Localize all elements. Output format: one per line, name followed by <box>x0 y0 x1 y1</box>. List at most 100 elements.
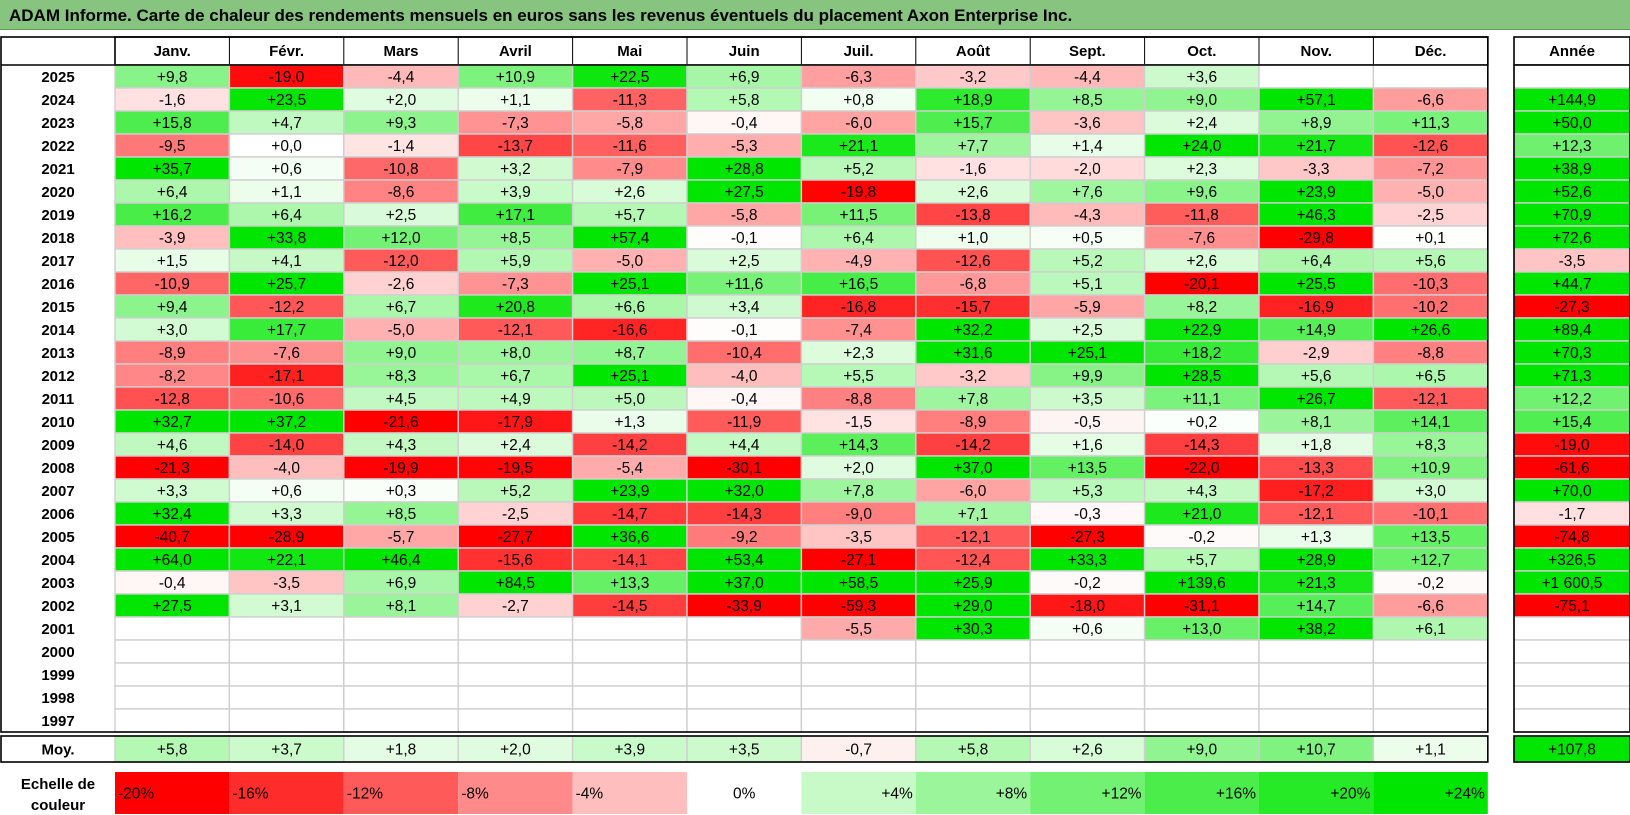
cell-2003-2-label: -3,5 <box>273 575 300 592</box>
cell-2023-11-label: +8,9 <box>1301 115 1332 132</box>
annual-cell-2021-label: +38,9 <box>1552 161 1591 178</box>
month-header-10: Oct. <box>1187 43 1216 60</box>
cell-2015-5-label: +6,6 <box>614 299 645 316</box>
cell-2013-11-label: -2,9 <box>1303 345 1330 362</box>
annual-column-frame <box>1513 64 1630 733</box>
cell-1999-7 <box>800 662 917 687</box>
color-scale-swatch-9 <box>1030 772 1145 814</box>
cell-2019-12-label: -2,5 <box>1417 207 1444 224</box>
cell-2001-1 <box>114 616 231 641</box>
month-header-12: Déc. <box>1415 43 1447 60</box>
color-scale-swatch-7 <box>801 772 916 814</box>
cell-2017-8-label: -12,6 <box>955 253 990 270</box>
month-header-11: Nov. <box>1300 43 1331 60</box>
cell-1998-12 <box>1372 685 1489 710</box>
cell-2006-6-label: -14,3 <box>727 506 762 523</box>
annual-cell-1998 <box>1513 685 1630 710</box>
cell-2023-3-label: +9,3 <box>386 115 417 132</box>
cell-2016-8-label: -6,8 <box>960 276 987 293</box>
annual-header: Année <box>1549 43 1595 60</box>
cell-1999-10 <box>1143 662 1260 687</box>
cell-2021-10-label: +2,3 <box>1186 161 1217 178</box>
cell-1997-3 <box>343 708 459 733</box>
cell-2015-1-label: +9,4 <box>157 299 188 316</box>
cell-2007-10-label: +4,3 <box>1186 483 1217 500</box>
color-scale-step-9: +12% <box>1102 786 1142 803</box>
cell-2001-5 <box>571 616 688 641</box>
cell-2019-3-label: +2,5 <box>386 207 417 224</box>
cell-2008-10-label: -22,0 <box>1184 460 1220 477</box>
cell-2003-1-label: -0,4 <box>159 575 186 592</box>
cell-2019-6-label: -5,8 <box>731 207 758 224</box>
cell-2024-5-label: -11,3 <box>613 92 647 109</box>
cell-2015-11-label: -16,9 <box>1299 299 1334 316</box>
cell-2007-5-label: +23,9 <box>610 483 649 500</box>
cell-2025-12 <box>1372 64 1489 89</box>
cell-1997-5 <box>571 708 688 733</box>
color-scale-swatch-4 <box>458 772 573 814</box>
cell-2014-8-label: +32,2 <box>953 322 992 339</box>
cell-2006-12-label: -10,1 <box>1413 506 1448 523</box>
cell-2018-9-label: +0,5 <box>1072 230 1103 247</box>
year-label-2005: 2005 <box>41 529 74 546</box>
cell-2014-6-label: -0,1 <box>731 322 758 339</box>
color-scale-step-6: 0% <box>733 786 756 803</box>
cell-2021-9-label: -2,0 <box>1074 161 1101 178</box>
annual-cell-2007-label: +70,0 <box>1552 483 1592 500</box>
average-cell-11-label: +10,7 <box>1297 742 1336 759</box>
cell-2024-7-label: +0,8 <box>843 92 874 109</box>
cell-2020-9-label: +7,6 <box>1072 184 1103 201</box>
year-label-2013: 2013 <box>41 345 74 362</box>
cell-2023-2-label: +4,7 <box>271 115 302 132</box>
cell-1997-11 <box>1258 708 1375 733</box>
cell-2025-4-label: +10,9 <box>496 69 535 86</box>
cell-2016-9-label: +5,1 <box>1072 276 1103 293</box>
cell-2017-4-label: +5,9 <box>500 253 531 270</box>
cell-2010-1-label: +32,7 <box>153 414 192 431</box>
cell-2012-7-label: +5,5 <box>843 368 874 385</box>
cell-2012-4-label: +6,7 <box>500 368 531 385</box>
cell-2003-3-label: +6,9 <box>386 575 417 592</box>
year-label-2002: 2002 <box>41 598 74 615</box>
cell-2010-6-label: -11,9 <box>727 414 761 431</box>
cell-2022-5-label: -11,6 <box>613 138 647 155</box>
cell-2002-1-label: +27,5 <box>153 598 192 615</box>
cell-2001-8-label: +30,3 <box>953 621 992 638</box>
cell-2004-11-label: +28,9 <box>1297 552 1336 569</box>
cell-2020-8-label: +2,6 <box>958 184 989 201</box>
cell-2018-8-label: +1,0 <box>958 230 989 247</box>
cell-2022-12-label: -12,6 <box>1413 138 1448 155</box>
cell-2001-12-label: +6,1 <box>1415 621 1446 638</box>
cell-2010-12-label: +14,1 <box>1411 414 1450 431</box>
cell-2001-11-label: +38,2 <box>1297 621 1336 638</box>
cell-2007-9-label: +5,3 <box>1072 483 1103 500</box>
cell-2020-6-label: +27,5 <box>725 184 764 201</box>
cell-2012-12-label: +6,5 <box>1415 368 1446 385</box>
year-label-2001: 2001 <box>41 621 74 638</box>
cell-2003-4-label: +84,5 <box>496 575 535 592</box>
cell-2022-9-label: +1,4 <box>1072 138 1103 155</box>
cell-2009-8-label: -14,2 <box>955 437 990 454</box>
annual-cell-2024-label: +144,9 <box>1548 92 1596 109</box>
color-scale-swatch-11 <box>1259 772 1374 814</box>
cell-2025-7-label: -6,3 <box>845 69 872 86</box>
annual-cell-2002-label: -75,1 <box>1554 598 1589 615</box>
cell-2001-4 <box>457 616 574 641</box>
cell-2021-5-label: -7,9 <box>616 161 643 178</box>
month-header-3: Mars <box>383 43 418 60</box>
year-label-2007: 2007 <box>41 483 74 500</box>
cell-2007-4-label: +5,2 <box>500 483 531 500</box>
color-scale-step-2: -16% <box>232 786 268 803</box>
annual-cell-2003-label: +1 600,5 <box>1542 575 1603 592</box>
cell-2017-2-label: +4,1 <box>271 253 302 270</box>
cell-2018-3-label: +12,0 <box>381 230 421 247</box>
cell-2000-3 <box>343 639 459 664</box>
cell-2023-6-label: -0,4 <box>731 115 758 132</box>
cell-2001-9-label: +0,6 <box>1072 621 1103 638</box>
cell-2017-9-label: +5,2 <box>1072 253 1103 270</box>
cell-2009-5-label: -14,2 <box>612 437 647 454</box>
month-header-1: Janv. <box>154 43 191 60</box>
cell-1998-7 <box>800 685 917 710</box>
cell-2016-5-label: +25,1 <box>610 276 649 293</box>
